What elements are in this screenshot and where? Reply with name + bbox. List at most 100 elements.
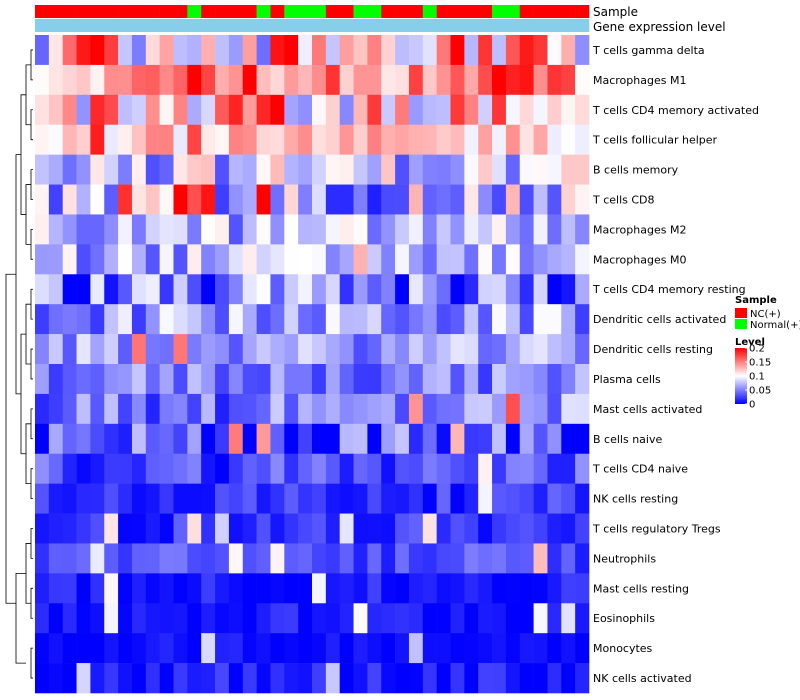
heatmap-cell bbox=[62, 543, 77, 574]
heatmap-cell bbox=[62, 483, 77, 514]
heatmap-cell bbox=[145, 513, 160, 544]
heatmap-cell bbox=[436, 214, 451, 245]
heatmap-cell bbox=[270, 573, 285, 604]
heatmap-cell bbox=[422, 154, 437, 185]
heatmap-cell bbox=[353, 423, 368, 455]
heatmap-cell bbox=[561, 663, 576, 694]
heatmap-cell bbox=[547, 124, 562, 155]
heatmap-cell bbox=[90, 393, 105, 425]
heatmap-cell bbox=[312, 124, 327, 155]
heatmap-cell bbox=[201, 393, 216, 425]
heatmap-cell bbox=[505, 304, 521, 335]
heatmap-cell bbox=[478, 573, 493, 604]
heatmap-cell bbox=[367, 274, 382, 305]
heatmap-cell bbox=[353, 633, 368, 664]
heatmap-cell bbox=[145, 663, 160, 694]
heatmap-cell bbox=[298, 633, 313, 664]
heatmap-cell bbox=[492, 483, 507, 514]
heatmap-cell bbox=[284, 124, 299, 155]
heatmap-cell bbox=[228, 364, 244, 395]
heatmap-cell bbox=[478, 154, 493, 185]
heatmap-cell bbox=[228, 633, 244, 664]
heatmap-cell bbox=[104, 334, 119, 365]
heatmap-cell bbox=[478, 274, 493, 305]
heatmap-cell bbox=[492, 214, 507, 245]
heatmap-cell bbox=[464, 633, 479, 664]
heatmap-cell bbox=[575, 423, 590, 455]
heatmap-cell bbox=[450, 304, 465, 335]
heatmap-cell bbox=[298, 663, 313, 694]
heatmap-cell bbox=[492, 543, 507, 574]
heatmap-cell bbox=[519, 543, 534, 574]
heatmap-cell bbox=[90, 334, 105, 365]
heatmap-cell bbox=[187, 304, 202, 335]
heatmap-cell bbox=[118, 393, 133, 425]
heatmap-cell bbox=[173, 214, 188, 245]
sample-annotation-cell bbox=[519, 5, 534, 18]
dendrogram-link bbox=[25, 423, 31, 485]
heatmap-cell bbox=[547, 483, 562, 514]
heatmap-cell bbox=[312, 64, 327, 96]
heatmap-cell bbox=[159, 663, 174, 694]
gene-expression-annotation-cell bbox=[90, 19, 105, 32]
gene-expression-annotation-cell bbox=[381, 19, 396, 32]
heatmap-cell bbox=[118, 94, 133, 126]
heatmap-cell bbox=[381, 513, 396, 544]
heatmap-cell bbox=[312, 35, 327, 66]
heatmap-cell bbox=[450, 184, 465, 215]
heatmap-cell bbox=[131, 154, 147, 185]
heatmap-cell bbox=[104, 543, 119, 574]
heatmap-cell bbox=[270, 214, 285, 245]
heatmap-cell bbox=[478, 483, 493, 514]
legend-tick-label: 0.15 bbox=[749, 358, 771, 369]
heatmap-cell bbox=[436, 573, 451, 604]
heatmap-cell bbox=[478, 334, 493, 365]
heatmap-cell bbox=[408, 603, 424, 634]
heatmap-cell bbox=[492, 184, 507, 215]
sample-annotation-cell bbox=[395, 5, 410, 18]
heatmap-cell bbox=[464, 214, 479, 245]
heatmap-cell bbox=[575, 513, 590, 544]
heatmap-cell bbox=[159, 513, 174, 544]
heatmap-cell bbox=[159, 304, 174, 335]
heatmap-cell bbox=[367, 603, 382, 634]
heatmap-cell bbox=[325, 214, 340, 245]
heatmap-cell bbox=[422, 513, 437, 544]
heatmap-cell bbox=[35, 274, 50, 305]
heatmap-cell bbox=[450, 543, 465, 574]
heatmap-cell bbox=[118, 214, 133, 245]
sample-annotation-cell bbox=[201, 5, 216, 18]
heatmap-cell bbox=[422, 393, 437, 425]
heatmap-cell bbox=[339, 35, 354, 66]
heatmap-cell bbox=[312, 423, 327, 455]
heatmap-cell bbox=[228, 334, 244, 365]
heatmap-cell bbox=[464, 244, 479, 275]
heatmap-cell bbox=[76, 154, 91, 185]
heatmap-cell bbox=[270, 35, 285, 66]
heatmap-cell bbox=[76, 214, 91, 245]
row-label: T cells follicular helper bbox=[592, 134, 718, 147]
sample-annotation-cell bbox=[35, 5, 50, 18]
heatmap-cell bbox=[478, 603, 493, 634]
heatmap-cell bbox=[312, 334, 327, 365]
heatmap-cell bbox=[284, 64, 299, 96]
heatmap-cell bbox=[395, 453, 410, 484]
row-label: Plasma cells bbox=[593, 373, 661, 386]
row-label: T cells CD8 bbox=[592, 194, 655, 207]
heatmap-cell bbox=[381, 603, 396, 634]
heatmap-cell bbox=[187, 64, 202, 96]
heatmap-cell bbox=[145, 364, 160, 395]
heatmap-cell bbox=[173, 393, 188, 425]
heatmap-cell bbox=[381, 35, 396, 66]
heatmap-cell bbox=[505, 124, 521, 155]
heatmap-cell bbox=[298, 543, 313, 574]
heatmap-cell bbox=[201, 64, 216, 96]
dendrogram-link bbox=[30, 169, 33, 200]
gene-expression-annotation-cell bbox=[173, 19, 188, 32]
row-label: T cells CD4 memory resting bbox=[592, 283, 746, 296]
row-label: B cells memory bbox=[593, 164, 679, 177]
heatmap-cell bbox=[35, 543, 50, 574]
heatmap-cell bbox=[118, 603, 133, 634]
heatmap-cell bbox=[187, 663, 202, 694]
heatmap-cell bbox=[312, 94, 327, 126]
